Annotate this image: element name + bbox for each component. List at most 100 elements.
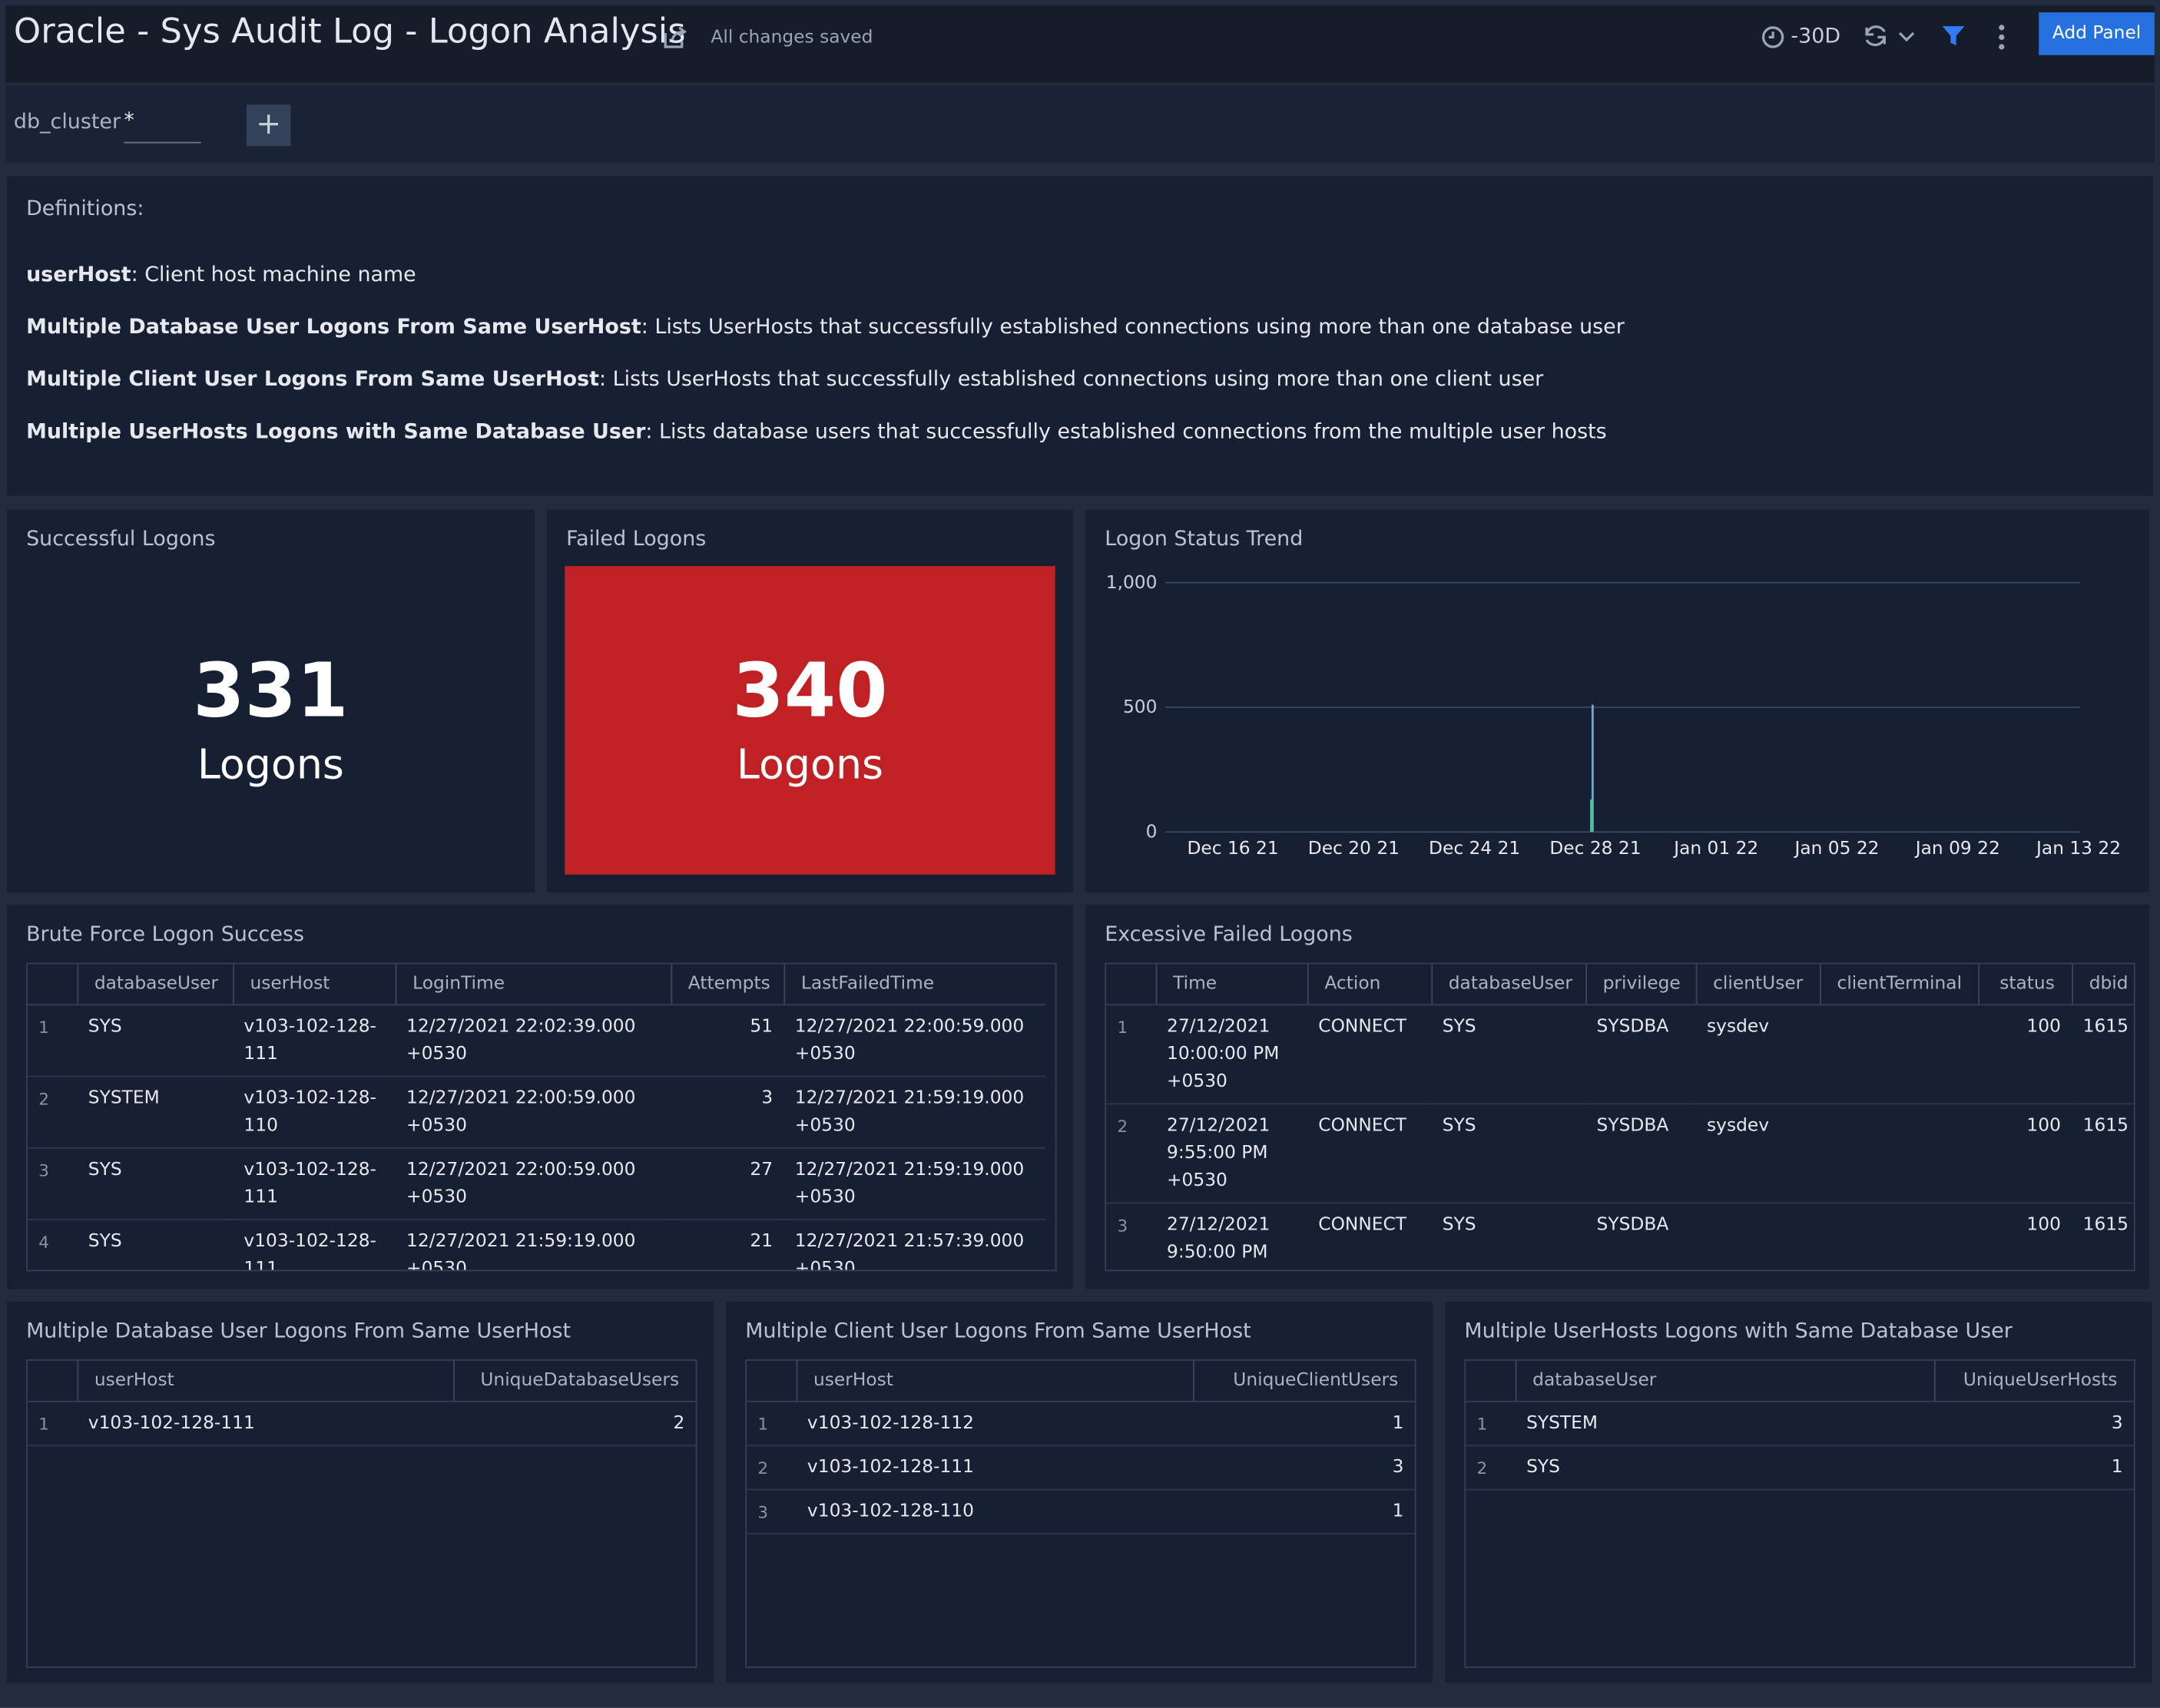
- multi-client-user-panel: Multiple Client User Logons From Same Us…: [726, 1302, 1433, 1683]
- column-header: dbid: [2072, 964, 2135, 1005]
- x-tick-label: Jan 09 22: [1914, 838, 2000, 859]
- column-header: UniqueDatabaseUsers: [453, 1361, 696, 1402]
- table-row: 227/12/2021 9:55:00 PM +0530CONNECTSYSSY…: [1106, 1104, 2135, 1203]
- add-panel-button[interactable]: Add Panel: [2039, 12, 2155, 55]
- time-range[interactable]: -30D: [1791, 23, 1840, 48]
- successful-logons-unit: Logons: [7, 741, 535, 789]
- table-cell: 2: [453, 1402, 696, 1445]
- column-header: databaseUser: [1431, 964, 1585, 1005]
- x-tick-label: Dec 24 21: [1429, 838, 1520, 859]
- row-index: 1: [28, 1402, 78, 1445]
- table-cell: sysdev: [1696, 1005, 1820, 1104]
- x-tick-label: Dec 16 21: [1187, 838, 1278, 859]
- table-cell: SYS: [1431, 1104, 1585, 1203]
- header-row: databaseUserUniqueUserHosts: [1466, 1361, 2134, 1402]
- table-cell: SYSTEM: [77, 1077, 233, 1148]
- definitions-panel: Definitions: userHost: Client host machi…: [7, 177, 2153, 496]
- table: userHostUniqueClientUsers1v103-102-128-1…: [747, 1361, 1415, 1534]
- header-row: userHostUniqueClientUsers: [747, 1361, 1415, 1402]
- table-cell: 27/12/2021 10:00:00 PM +0530: [1156, 1005, 1307, 1104]
- column-header: UniqueUserHosts: [1934, 1361, 2134, 1402]
- column-header: status: [1978, 964, 2072, 1005]
- header-row: TimeActiondatabaseUserprivilegeclientUse…: [1106, 964, 2135, 1005]
- column-header: userHost: [797, 1361, 1193, 1402]
- table-cell: [1696, 1203, 1820, 1272]
- row-index: 1: [1106, 1005, 1156, 1104]
- table-cell: SYSDBA: [1585, 1005, 1695, 1104]
- index-header: [1466, 1361, 1516, 1402]
- table-cell: SYSTEM: [1516, 1402, 1934, 1445]
- successful-logons-panel: Successful Logons 331 Logons: [7, 510, 535, 893]
- table-cell: v103-102-128-110: [797, 1490, 1193, 1534]
- multi-db-user-panel: Multiple Database User Logons From Same …: [7, 1302, 714, 1683]
- row-index: 1: [747, 1402, 797, 1445]
- trend-panel: Logon Status Trend 05001,000Dec 16 21Dec…: [1085, 510, 2149, 893]
- successful-logons-value: 331: [7, 647, 535, 734]
- column-header: userHost: [77, 1361, 453, 1402]
- table-cell: CONNECT: [1307, 1104, 1431, 1203]
- table-row: 3SYSv103-102-128-11112/27/2021 22:00:59.…: [28, 1148, 1045, 1220]
- table: userHostUniqueDatabaseUsers1v103-102-128…: [28, 1361, 696, 1446]
- definition-term: Multiple Database User Logons From Same …: [26, 314, 641, 339]
- column-header: UniqueClientUsers: [1193, 1361, 1415, 1402]
- index-header: [28, 964, 78, 1005]
- multi-userhost-panel: Multiple UserHosts Logons with Same Data…: [1445, 1302, 2152, 1683]
- header-row: userHostUniqueDatabaseUsers: [28, 1361, 696, 1402]
- definition-text: : Lists UserHosts that successfully esta…: [641, 314, 1625, 339]
- panel-title: Successful Logons: [26, 526, 215, 551]
- column-header: databaseUser: [1516, 1361, 1934, 1402]
- panel-title: Failed Logons: [566, 526, 706, 551]
- row-index: 2: [1106, 1104, 1156, 1203]
- definition: Multiple Database User Logons From Same …: [26, 314, 1625, 366]
- table-box: databaseUseruserHostLoginTimeAttemptsLas…: [26, 963, 1056, 1272]
- column-header: LoginTime: [396, 964, 671, 1005]
- panel-title: Multiple Database User Logons From Same …: [26, 1318, 571, 1342]
- filter-icon[interactable]: [1940, 22, 1967, 50]
- table-row: 1v103-102-128-1112: [28, 1402, 696, 1445]
- table-cell: 1: [1193, 1402, 1415, 1445]
- table-row: 2SYS1: [1466, 1445, 2134, 1489]
- column-header: Time: [1156, 964, 1307, 1005]
- filter-value: *: [124, 108, 134, 132]
- column-header: userHost: [233, 964, 396, 1005]
- bar: [1590, 799, 1592, 832]
- table-cell: 3: [1193, 1445, 1415, 1489]
- table-cell: v103-102-128-111: [77, 1402, 453, 1445]
- table-cell: 1615: [2072, 1203, 2135, 1272]
- table-cell: [1820, 1203, 1978, 1272]
- definition: Multiple Client User Logons From Same Us…: [26, 366, 1625, 419]
- table-cell: 1615: [2072, 1104, 2135, 1203]
- table-cell: 27/12/2021 9:55:00 PM +0530: [1156, 1104, 1307, 1203]
- definition-text: : Lists database users that successfully…: [645, 419, 1606, 443]
- y-tick-label: 500: [1123, 697, 1157, 717]
- x-tick-label: Jan 05 22: [1793, 838, 1879, 859]
- definition: userHost: Client host machine name: [26, 262, 1625, 314]
- table-cell: 1: [1193, 1490, 1415, 1534]
- table-row: 327/12/2021 9:50:00 PM +0530CONNECTSYSSY…: [1106, 1203, 2135, 1272]
- table-cell: SYS: [1431, 1203, 1585, 1272]
- refresh-icon[interactable]: [1863, 22, 1918, 50]
- table-cell: [1820, 1005, 1978, 1104]
- table: TimeActiondatabaseUserprivilegeclientUse…: [1106, 964, 2135, 1271]
- x-tick-label: Dec 28 21: [1549, 838, 1641, 859]
- table-row: 1SYSTEM3: [1466, 1402, 2134, 1445]
- failed-logons-unit: Logons: [565, 741, 1055, 789]
- table-cell: v103-102-128-110: [233, 1077, 396, 1148]
- table-cell: v103-102-128-112: [797, 1402, 1193, 1445]
- table-row: 2SYSTEMv103-102-128-11012/27/2021 22:00:…: [28, 1077, 1045, 1148]
- definition-term: Multiple Client User Logons From Same Us…: [26, 366, 599, 391]
- definitions-title: Definitions:: [26, 196, 144, 220]
- definition-text: : Lists UserHosts that successfully esta…: [599, 366, 1543, 391]
- add-filter-button[interactable]: +: [247, 104, 290, 146]
- share-icon[interactable]: [661, 23, 689, 51]
- table-cell: SYS: [1516, 1445, 1934, 1489]
- table-cell: v103-102-128-111: [233, 1220, 396, 1271]
- save-status: All changes saved: [711, 28, 873, 48]
- column-header: privilege: [1585, 964, 1695, 1005]
- filter-input[interactable]: *: [124, 108, 200, 144]
- table-row: 4SYSv103-102-128-11112/27/2021 21:59:19.…: [28, 1220, 1045, 1271]
- row-index: 2: [28, 1077, 78, 1148]
- table-cell: SYSDBA: [1585, 1203, 1695, 1272]
- table-cell: 100: [1978, 1104, 2072, 1203]
- more-icon[interactable]: [1992, 22, 2011, 52]
